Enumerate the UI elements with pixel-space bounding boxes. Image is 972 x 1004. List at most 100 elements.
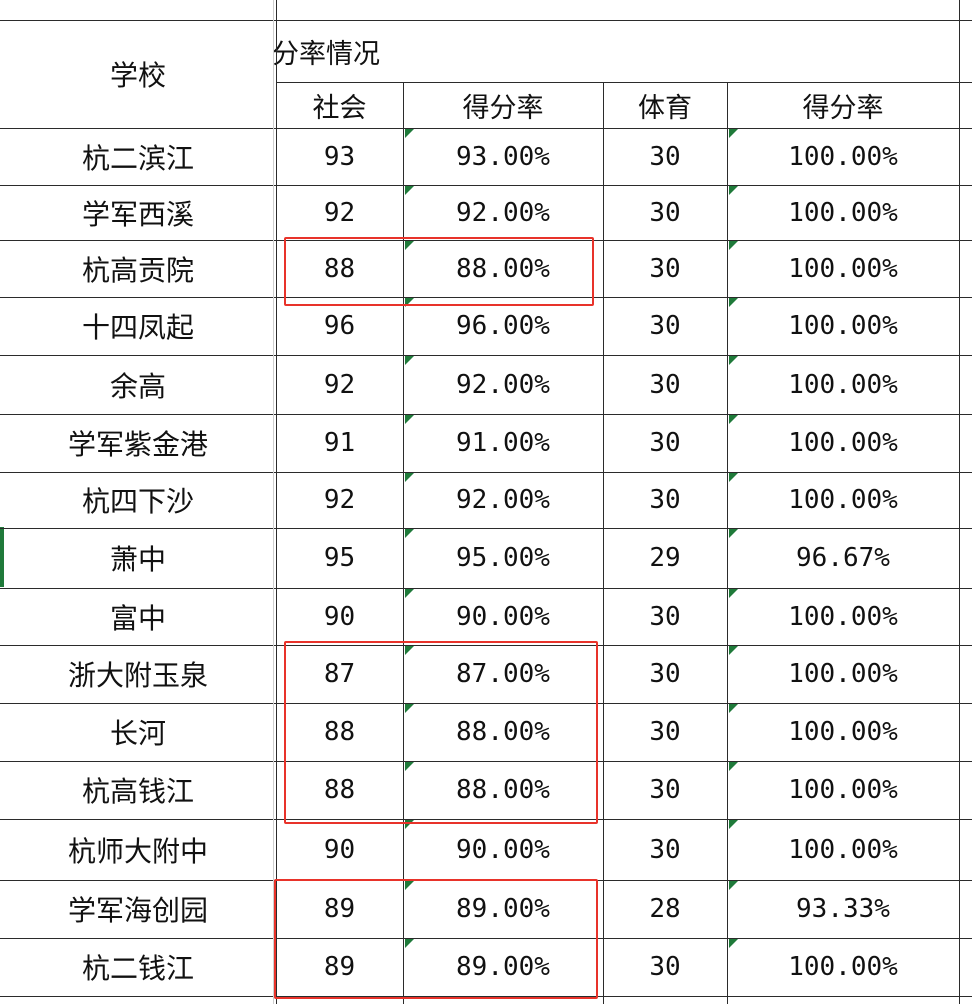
cell-school[interactable]: 余高 [109,369,166,403]
cell-pe-rate[interactable]: 100.00% [788,659,898,689]
cell-pe[interactable]: 30 [649,952,681,982]
cell-pe-rate[interactable]: 100.00% [788,253,898,284]
cell-pe-rate[interactable]: 100.00% [788,717,898,747]
cell-social-rate[interactable]: 95.00% [456,543,550,573]
cell-social-rate[interactable]: 92.00% [456,197,550,228]
error-indicator-icon [729,820,738,829]
cell-pe[interactable]: 30 [649,311,681,341]
cell-social-rate[interactable]: 96.00% [456,311,550,341]
cell-social[interactable]: 88 [323,253,356,284]
cell-pe[interactable]: 30 [649,253,681,284]
cell-pe[interactable]: 30 [649,197,681,228]
cell-school[interactable]: 学军紫金港 [67,428,208,461]
error-indicator-icon [729,356,738,365]
grid-line [959,0,960,1004]
cell-school[interactable]: 杭四下沙 [81,485,194,518]
cell-social[interactable]: 90 [323,834,356,865]
cell-social-rate[interactable]: 87.00% [456,659,550,689]
header-school[interactable]: 学校 [109,59,166,92]
error-indicator-icon [729,415,738,424]
cell-social-rate[interactable]: 88.00% [456,775,550,805]
cell-social-rate[interactable]: 88.00% [456,253,550,284]
cell-social-rate[interactable]: 88.00% [456,717,550,747]
header-pe-rate[interactable]: 得分率 [802,92,884,124]
cell-social[interactable]: 95 [323,543,356,573]
cell-pe-rate[interactable]: 100.00% [788,834,898,865]
cell-social-rate[interactable]: 90.00% [456,834,550,865]
cell-social-rate[interactable]: 89.00% [456,952,550,982]
cell-pe-rate[interactable]: 93.33% [796,894,890,924]
cell-social-rate[interactable]: 92.00% [456,369,550,400]
cell-pe-rate[interactable]: 100.00% [788,485,898,515]
grid-line [0,938,972,939]
cell-pe-rate[interactable]: 100.00% [788,141,898,172]
cell-pe[interactable]: 30 [649,428,681,458]
cell-pe[interactable]: 30 [649,141,681,172]
cell-pe[interactable]: 29 [649,543,681,573]
cell-pe[interactable]: 30 [649,775,681,805]
cell-school[interactable]: 杭二钱江 [81,952,194,985]
cell-social-rate[interactable]: 91.00% [456,428,550,458]
cell-social[interactable]: 90 [323,601,356,632]
header-social-rate[interactable]: 得分率 [462,92,544,124]
cell-social[interactable]: 96 [323,311,356,341]
cell-school[interactable]: 长河 [109,717,166,750]
cell-social[interactable]: 92 [323,485,356,515]
cell-pe-rate[interactable]: 100.00% [788,775,898,805]
cell-pe-rate[interactable]: 100.00% [788,369,898,400]
cell-pe-rate[interactable]: 96.67% [796,543,890,573]
cell-pe[interactable]: 30 [649,834,681,865]
header-pe[interactable]: 体育 [638,92,692,124]
cell-social-rate[interactable]: 93.00% [456,141,550,172]
header-group[interactable]: 分率情况 [272,38,380,70]
cell-school[interactable]: 浙大附玉泉 [67,659,208,692]
cell-school[interactable]: 杭师大附中 [67,834,208,868]
error-indicator-icon [405,356,414,365]
error-indicator-icon [405,589,414,598]
cell-school[interactable]: 杭高贡院 [81,253,194,287]
cell-pe-rate[interactable]: 100.00% [788,952,898,982]
error-indicator-icon [729,881,738,890]
cell-social[interactable]: 93 [323,141,356,172]
error-indicator-icon [729,298,738,307]
cell-pe[interactable]: 28 [649,894,681,924]
grid-line [403,82,404,1004]
cell-pe-rate[interactable]: 100.00% [788,197,898,228]
cell-pe[interactable]: 30 [649,717,681,747]
grid-line [276,0,277,1004]
error-indicator-icon [405,186,414,195]
cell-social[interactable]: 92 [323,197,356,228]
cell-school[interactable]: 杭二滨江 [81,141,194,175]
cell-social-rate[interactable]: 92.00% [456,485,550,515]
error-indicator-icon [729,762,738,771]
cell-social[interactable]: 87 [323,659,356,689]
highlight-box [284,641,598,824]
cell-pe-rate[interactable]: 100.00% [788,311,898,341]
cell-pe-rate[interactable]: 100.00% [788,601,898,632]
cell-pe-rate[interactable]: 100.00% [788,428,898,458]
cell-pe[interactable]: 30 [649,485,681,515]
cell-pe[interactable]: 30 [649,369,681,400]
cell-social[interactable]: 89 [323,894,356,924]
cell-pe[interactable]: 30 [649,659,681,689]
error-indicator-icon [405,820,414,829]
cell-social[interactable]: 92 [323,369,356,400]
cell-social[interactable]: 88 [323,775,356,805]
grid-line [276,82,972,83]
cell-social[interactable]: 89 [323,952,356,982]
cell-school[interactable]: 富中 [109,601,166,635]
header-social[interactable]: 社会 [312,92,367,124]
cell-social-rate[interactable]: 89.00% [456,894,550,924]
cell-social[interactable]: 88 [323,717,356,747]
cell-school[interactable]: 萧中 [109,543,166,576]
cell-school[interactable]: 十四凤起 [81,311,194,344]
cell-school[interactable]: 学军西溪 [81,197,194,231]
cell-school[interactable]: 杭高钱江 [81,775,194,808]
highlight-box [284,237,594,306]
error-indicator-icon [405,473,414,482]
cell-social[interactable]: 91 [323,428,356,458]
cell-school[interactable]: 学军海创园 [67,894,208,927]
cell-pe[interactable]: 30 [649,601,681,632]
cell-social-rate[interactable]: 90.00% [456,601,550,632]
